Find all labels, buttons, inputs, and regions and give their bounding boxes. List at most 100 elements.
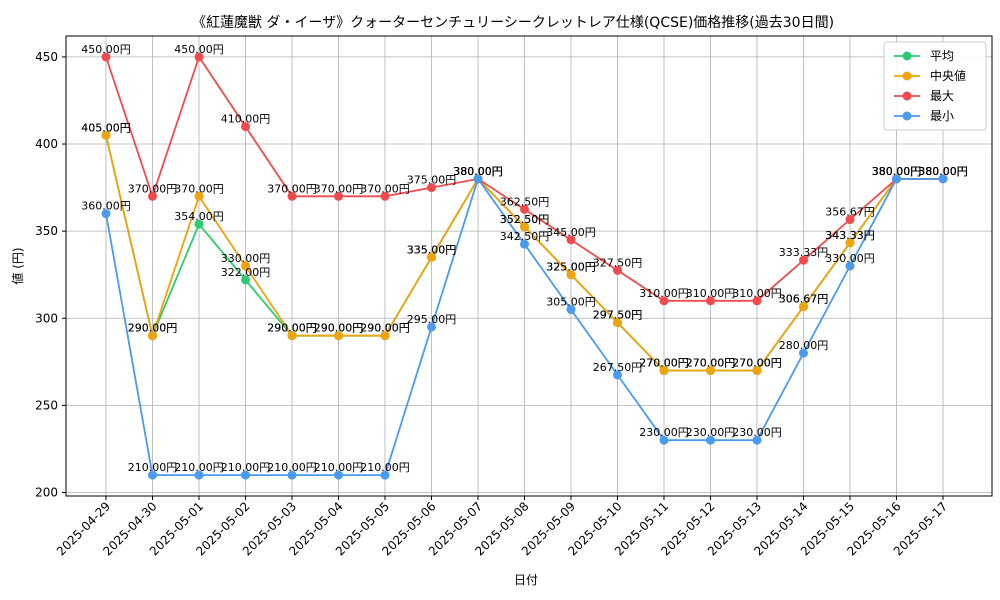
plot-frame [65, 35, 993, 497]
data-point-中央値 [566, 270, 576, 280]
data-label-最大: 380.00円 [872, 165, 922, 178]
data-point-最小 [473, 174, 483, 184]
data-label-最大: 362.50円 [500, 195, 550, 208]
data-point-最大 [427, 183, 436, 193]
data-point-最小 [892, 174, 901, 184]
data-label-平均: 270.00円 [639, 357, 689, 370]
data-point-最小 [287, 470, 297, 480]
data-point-最大 [752, 296, 762, 306]
data-label-中央値: 290.00円 [267, 322, 317, 335]
data-point-最小 [706, 435, 715, 445]
data-point-最大 [287, 191, 297, 201]
data-point-最小 [148, 470, 157, 480]
data-label-中央値: 290.00円 [360, 322, 410, 335]
data-label-最小: 210.00円 [267, 461, 317, 474]
data-label-最小: 305.00円 [546, 296, 596, 309]
data-label-最大: 310.00円 [732, 287, 782, 300]
data-label-最小: 380.00円 [872, 165, 922, 178]
y-tick-label: 300 [35, 311, 58, 325]
data-label-最大: 310.00円 [639, 287, 689, 300]
data-point-最小 [613, 370, 622, 380]
data-point-中央値 [194, 191, 204, 201]
legend-label: 最大 [930, 89, 954, 103]
data-label-最大: 380.00円 [918, 165, 968, 178]
data-point-最小 [194, 470, 204, 480]
data-label-中央値: 380.00円 [872, 165, 922, 178]
data-label-最大: 370.00円 [267, 182, 317, 195]
data-label-平均: 306.67円 [779, 293, 829, 306]
data-label-中央値: 405.00円 [81, 121, 131, 134]
x-axis-label: 日付 [514, 573, 538, 587]
data-point-中央値 [799, 302, 808, 312]
data-label-平均: 343.33円 [825, 229, 875, 242]
y-tick-label: 250 [35, 398, 58, 412]
data-point-最大 [380, 191, 390, 201]
data-point-中央値 [334, 331, 343, 341]
data-point-最大 [101, 52, 111, 62]
data-label-中央値: 343.33円 [825, 229, 875, 242]
data-label-平均: 270.00円 [732, 357, 782, 370]
y-tick-label: 450 [35, 50, 58, 64]
data-point-最小 [241, 470, 250, 480]
data-label-平均: 354.00円 [174, 210, 224, 223]
data-label-最小: 380.00円 [918, 165, 968, 178]
data-label-最小: 342.50円 [500, 230, 550, 243]
data-label-最大: 310.00円 [686, 287, 736, 300]
data-label-最大: 356.67円 [825, 206, 875, 219]
data-label-平均: 380.00円 [453, 165, 503, 178]
data-label-平均: 352.50円 [500, 213, 550, 226]
data-label-中央値: 270.00円 [639, 357, 689, 370]
data-labels: 405.00円290.00円354.00円322.00円290.00円290.0… [81, 43, 968, 474]
data-point-中央値 [845, 238, 855, 248]
data-label-中央値: 335.00円 [407, 243, 457, 256]
data-point-最小 [752, 435, 762, 445]
data-label-最小: 230.00円 [732, 426, 782, 439]
data-point-最小 [799, 348, 808, 358]
data-point-最大 [194, 52, 204, 62]
legend-swatch-marker [902, 91, 912, 101]
data-point-中央値 [241, 261, 250, 271]
data-point-中央値 [380, 331, 390, 341]
data-label-中央値: 270.00円 [732, 357, 782, 370]
data-point-最小 [845, 261, 855, 271]
data-label-中央値: 297.50円 [593, 309, 643, 322]
data-point-最大 [845, 215, 855, 225]
x-axis-ticks: 2025-04-292025-04-302025-05-012025-05-02… [54, 496, 950, 558]
y-axis-label: 値 (円) [10, 247, 25, 284]
data-label-中央値: 352.50円 [500, 213, 550, 226]
y-tick-label: 200 [35, 486, 58, 500]
data-label-中央値: 325.00円 [546, 261, 596, 274]
data-label-最小: 360.00円 [81, 200, 131, 213]
data-label-最小: 267.50円 [593, 361, 643, 374]
data-label-最大: 410.00円 [221, 113, 271, 126]
data-point-中央値 [427, 252, 436, 262]
data-label-平均: 405.00円 [81, 121, 131, 134]
data-label-中央値: 380.00円 [453, 165, 503, 178]
y-tick-label: 400 [35, 137, 58, 151]
data-point-最大 [613, 265, 622, 275]
data-label-平均: 380.00円 [918, 165, 968, 178]
data-label-最大: 370.00円 [360, 182, 410, 195]
data-label-最小: 380.00円 [453, 165, 503, 178]
data-point-中央値 [101, 130, 111, 140]
data-point-平均 [194, 219, 204, 229]
data-point-最小 [380, 470, 390, 480]
data-point-最大 [148, 191, 157, 201]
data-label-平均: 335.00円 [407, 243, 457, 256]
data-label-平均: 325.00円 [546, 261, 596, 274]
data-label-最大: 370.00円 [128, 182, 178, 195]
data-label-平均: 297.50円 [593, 309, 643, 322]
series-points [101, 52, 948, 480]
data-label-平均: 270.00円 [686, 357, 736, 370]
y-tick-label: 350 [35, 224, 58, 238]
legend-box [883, 41, 987, 131]
data-point-中央値 [752, 366, 762, 376]
data-label-最小: 230.00円 [639, 426, 689, 439]
data-label-最大: 370.00円 [314, 182, 364, 195]
data-point-最大 [799, 255, 808, 265]
legend-swatch-marker [902, 51, 912, 61]
data-point-中央値 [706, 366, 715, 376]
data-label-中央値: 370.00円 [174, 182, 224, 195]
data-label-最大: 450.00円 [174, 43, 224, 56]
